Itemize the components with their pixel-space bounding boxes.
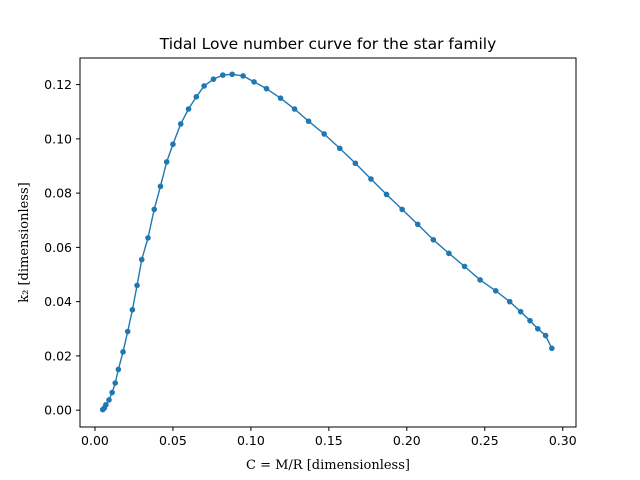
data-point [124, 328, 131, 335]
x-axis: 0.00 0.05 0.10 0.15 0.20 0.25 0.30 [81, 427, 577, 448]
x-tick-label: 0.10 [237, 433, 265, 448]
data-point [336, 145, 343, 152]
data-point [263, 85, 270, 92]
data-point [517, 308, 524, 315]
y-axis: 0.00 0.02 0.04 0.06 0.08 0.10 0.12 [44, 77, 80, 418]
data-point [534, 325, 541, 332]
data-point [240, 73, 246, 79]
data-point [106, 397, 112, 403]
x-tick-label: 0.00 [81, 433, 109, 448]
data-point [430, 236, 437, 243]
x-axis-label: C = M/R [dimensionless] [246, 458, 410, 473]
plot-frame [79, 57, 577, 428]
data-point [383, 191, 390, 198]
x-tick-label: 0.25 [471, 433, 499, 448]
data-point [151, 206, 158, 213]
data-point [220, 72, 226, 78]
data-point [506, 298, 513, 305]
y-tick-label: 0.12 [44, 77, 72, 92]
y-tick-label: 0.00 [44, 403, 72, 418]
data-point [277, 95, 284, 101]
data-point [477, 277, 483, 283]
data-point [157, 183, 164, 190]
series-line [102, 73, 553, 411]
data-point [120, 349, 126, 355]
data-point [163, 159, 170, 165]
data-point [134, 282, 140, 289]
y-tick-label: 0.10 [44, 131, 72, 146]
chart-title: Tidal Love number curve for the star fam… [159, 35, 497, 53]
data-point [109, 389, 115, 396]
data-point [229, 71, 235, 78]
data-point [103, 401, 109, 408]
y-axis-label: k₂ [dimensionless] [17, 182, 32, 302]
y-tick-label: 0.04 [44, 294, 72, 309]
data-point [129, 306, 136, 313]
data-point [251, 79, 257, 85]
data-point [321, 131, 327, 137]
y-tick-label: 0.02 [44, 348, 72, 363]
data-point [368, 176, 374, 182]
data-point [542, 332, 549, 339]
data-point [193, 93, 200, 100]
data-point [185, 106, 192, 112]
data-point [492, 287, 499, 294]
data-point [115, 366, 122, 373]
data-point [446, 250, 452, 257]
data-point [170, 141, 176, 148]
data-point [177, 121, 184, 127]
data-point [414, 221, 421, 228]
data-point [201, 83, 207, 89]
data-point [549, 345, 555, 352]
data-point [138, 256, 145, 263]
x-tick-label: 0.05 [159, 433, 187, 448]
data-point [399, 206, 405, 213]
data-point [112, 380, 119, 386]
y-tick-label: 0.06 [44, 240, 72, 255]
data-point [291, 106, 298, 112]
y-tick-label: 0.08 [44, 186, 72, 201]
x-tick-label: 0.30 [549, 433, 577, 448]
series-k2-curve [99, 71, 555, 413]
x-tick-label: 0.20 [393, 433, 421, 448]
data-point [527, 317, 533, 324]
data-point [352, 160, 359, 167]
data-point [461, 263, 468, 270]
data-point [210, 76, 217, 82]
x-tick-label: 0.15 [315, 433, 343, 448]
data-point [305, 118, 312, 125]
data-point [145, 235, 151, 241]
